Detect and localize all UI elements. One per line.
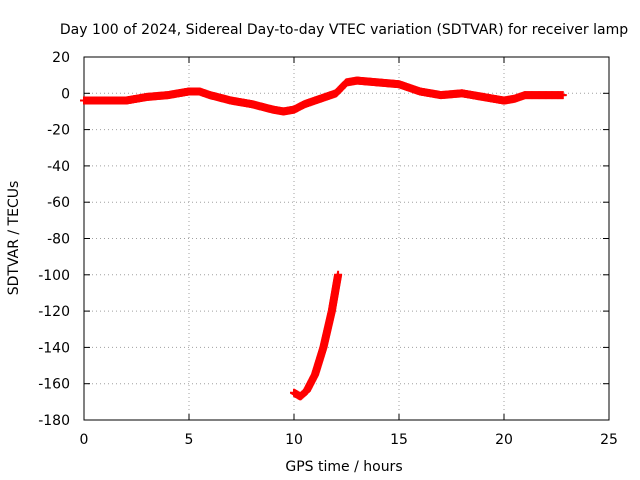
x-axis-label: GPS time / hours	[285, 459, 402, 475]
x-tick-label: 0	[80, 432, 89, 448]
y-tick-label: -160	[38, 377, 70, 393]
y-tick-label: -120	[38, 304, 70, 320]
axis-ticks	[83, 56, 610, 421]
data-marker	[558, 91, 567, 100]
y-tick-label: -20	[47, 123, 70, 139]
y-tick-label: -180	[38, 413, 70, 429]
y-tick-label: -60	[47, 195, 70, 211]
y-tick-label: -100	[38, 268, 70, 284]
x-tick-label: 5	[185, 432, 194, 448]
y-tick-label: 20	[52, 50, 70, 66]
plot-frame	[83, 56, 610, 421]
y-tick-label: -140	[38, 340, 70, 356]
data-marker	[334, 270, 343, 279]
x-tick-label: 10	[285, 432, 303, 448]
tick-labels: 0 5 10 15 20 25 20 0 -20 -40 -60 -80 -100 -120 -140 -16…	[38, 50, 618, 448]
grid	[84, 57, 609, 420]
y-tick-label: -40	[47, 159, 70, 175]
data-points	[80, 76, 567, 401]
y-axis-label: SDTVAR / TECUs	[6, 181, 22, 296]
y-tick-label: -80	[47, 232, 70, 248]
chart-title: Day 100 of 2024, Sidereal Day-to-day VTE…	[60, 22, 628, 38]
y-tick-label: 0	[61, 86, 70, 102]
x-tick-label: 20	[495, 432, 513, 448]
x-tick-label: 25	[600, 432, 618, 448]
x-tick-label: 15	[390, 432, 408, 448]
